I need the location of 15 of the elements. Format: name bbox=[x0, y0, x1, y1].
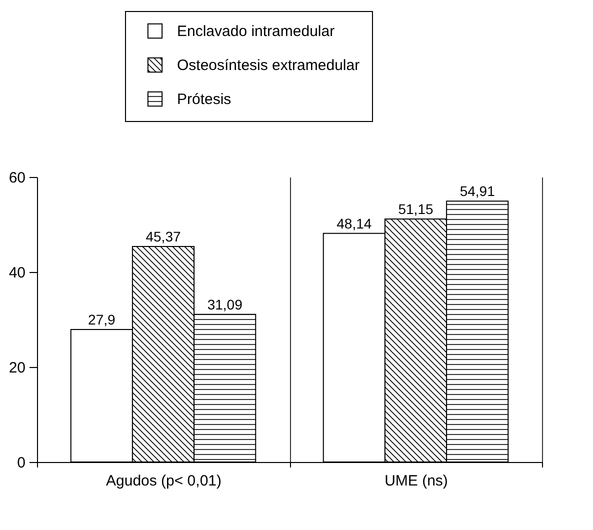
y-tick-label: 60 bbox=[8, 170, 26, 186]
legend-label: Prótesis bbox=[177, 91, 232, 108]
data-label: 27,9 bbox=[88, 311, 116, 328]
data-label: 45,37 bbox=[146, 228, 181, 244]
y-tick-label: 40 bbox=[8, 264, 26, 282]
data-label: 31,09 bbox=[207, 296, 243, 312]
x-tick-label: Agudos (p< 0,01) bbox=[106, 472, 222, 490]
x-tick-label: UME (ns) bbox=[384, 472, 448, 490]
y-tick-label: 0 bbox=[17, 454, 26, 472]
legend-label: Enclavado intramedular bbox=[177, 23, 335, 40]
legend-label: Osteosíntesis extramedular bbox=[177, 57, 360, 74]
data-label: 54,91 bbox=[460, 183, 496, 200]
data-label: 51,15 bbox=[398, 201, 434, 218]
data-label: 48,14 bbox=[336, 215, 372, 232]
y-tick-label: 20 bbox=[8, 360, 26, 376]
